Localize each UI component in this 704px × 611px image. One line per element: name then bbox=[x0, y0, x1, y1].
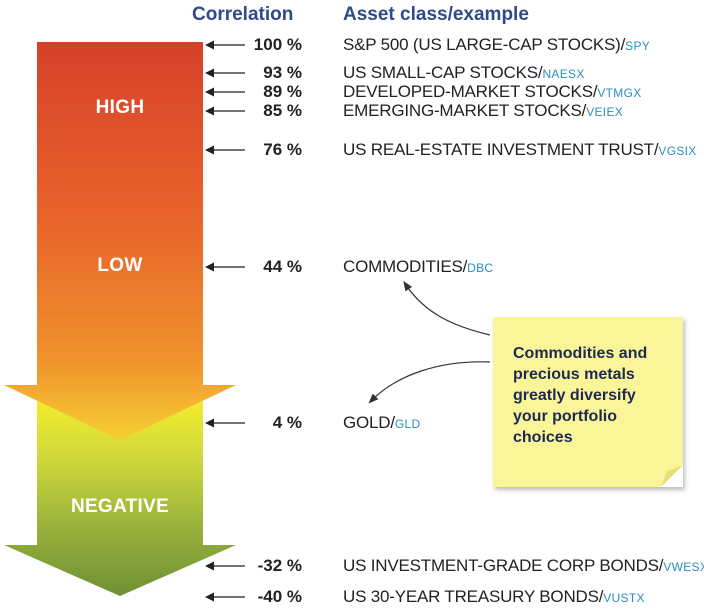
asset-row: 85 % EMERGING-MARKET STOCKS/VEIEX bbox=[0, 101, 704, 121]
band-label-high: HIGH bbox=[95, 97, 145, 118]
ticker-symbol: VEIEX bbox=[586, 105, 624, 119]
note-line: greatly diversify bbox=[513, 387, 636, 404]
asset-name: US INVESTMENT-GRADE CORP BONDS/VWESX bbox=[343, 556, 704, 577]
sticky-note-text: Commodities and precious metals greatly … bbox=[513, 343, 673, 448]
asset-name: US SMALL-CAP STOCKS/NAESX bbox=[343, 63, 585, 82]
asset-row: 100 % S&P 500 (US LARGE-CAP STOCKS)/SPY bbox=[0, 35, 704, 55]
ticker-symbol: NAESX bbox=[542, 67, 585, 81]
correlation-value: 85 % bbox=[263, 101, 302, 120]
asset-class-header: Asset class/example bbox=[343, 4, 529, 25]
asset-name: COMMODITIES/DBC bbox=[343, 257, 494, 276]
left-arrow-icon bbox=[205, 145, 245, 155]
asset-name: S&P 500 (US LARGE-CAP STOCKS)/SPY bbox=[343, 35, 651, 54]
arrow-upper-segment bbox=[4, 42, 236, 440]
correlation-value: 4 % bbox=[272, 413, 302, 432]
asset-name: EMERGING-MARKET STOCKS/VEIEX bbox=[343, 101, 624, 120]
ticker-symbol: VUSTX bbox=[603, 591, 645, 605]
band-label-negative: NEGATIVE bbox=[70, 496, 170, 517]
ticker-symbol: VTMGX bbox=[597, 86, 642, 100]
correlation-value: 44 % bbox=[263, 257, 302, 276]
asset-name: US REAL-ESTATE INVESTMENT TRUST/VGSIX bbox=[343, 140, 697, 159]
sticky-note: Commodities and precious metals greatly … bbox=[493, 317, 683, 487]
left-arrow-icon bbox=[205, 262, 245, 272]
left-arrow-icon bbox=[205, 106, 245, 116]
left-arrow-icon bbox=[205, 40, 245, 50]
asset-row: 93 % US SMALL-CAP STOCKS/NAESX bbox=[0, 63, 704, 83]
ticker-symbol: SPY bbox=[625, 39, 651, 53]
asset-row: -32 % US INVESTMENT-GRADE CORP BONDS/VWE… bbox=[0, 556, 704, 576]
page-curl-icon bbox=[661, 465, 683, 487]
asset-row: 44 % COMMODITIES/DBC bbox=[0, 257, 704, 277]
left-arrow-icon bbox=[205, 418, 245, 428]
correlation-value: 89 % bbox=[263, 82, 302, 101]
asset-row: 89 % DEVELOPED-MARKET STOCKS/VTMGX bbox=[0, 82, 704, 102]
asset-row: -40 % US 30-YEAR TREASURY BONDS/VUSTX bbox=[0, 587, 704, 607]
correlation-value: -40 % bbox=[257, 587, 302, 606]
ticker-symbol: VGSIX bbox=[658, 144, 697, 158]
asset-row: 76 % US REAL-ESTATE INVESTMENT TRUST/VGS… bbox=[0, 140, 704, 160]
asset-name: US 30-YEAR TREASURY BONDS/VUSTX bbox=[343, 587, 645, 606]
correlation-header: Correlation bbox=[192, 4, 294, 25]
note-line: Commodities and bbox=[513, 345, 648, 362]
left-arrow-icon bbox=[205, 561, 245, 571]
note-line: your portfolio bbox=[513, 408, 617, 425]
asset-row: 4 % GOLD/GLD bbox=[0, 413, 704, 433]
correlation-value: 100 % bbox=[253, 35, 302, 54]
asset-name: DEVELOPED-MARKET STOCKS/VTMGX bbox=[343, 82, 642, 101]
ticker-symbol: DBC bbox=[467, 261, 494, 275]
ticker-symbol: VWESX bbox=[663, 560, 704, 574]
left-arrow-icon bbox=[205, 592, 245, 602]
correlation-value: 76 % bbox=[263, 140, 302, 159]
correlation-value: -32 % bbox=[257, 556, 302, 575]
note-line: precious metals bbox=[513, 366, 635, 383]
correlation-value: 93 % bbox=[263, 63, 302, 82]
arrow-lower-segment bbox=[4, 400, 236, 596]
band-label-low: LOW bbox=[97, 255, 143, 276]
left-arrow-icon bbox=[205, 87, 245, 97]
ticker-symbol: GLD bbox=[394, 417, 421, 431]
left-arrow-icon bbox=[205, 68, 245, 78]
note-line: choices bbox=[513, 429, 573, 446]
asset-name: GOLD/GLD bbox=[343, 413, 421, 432]
